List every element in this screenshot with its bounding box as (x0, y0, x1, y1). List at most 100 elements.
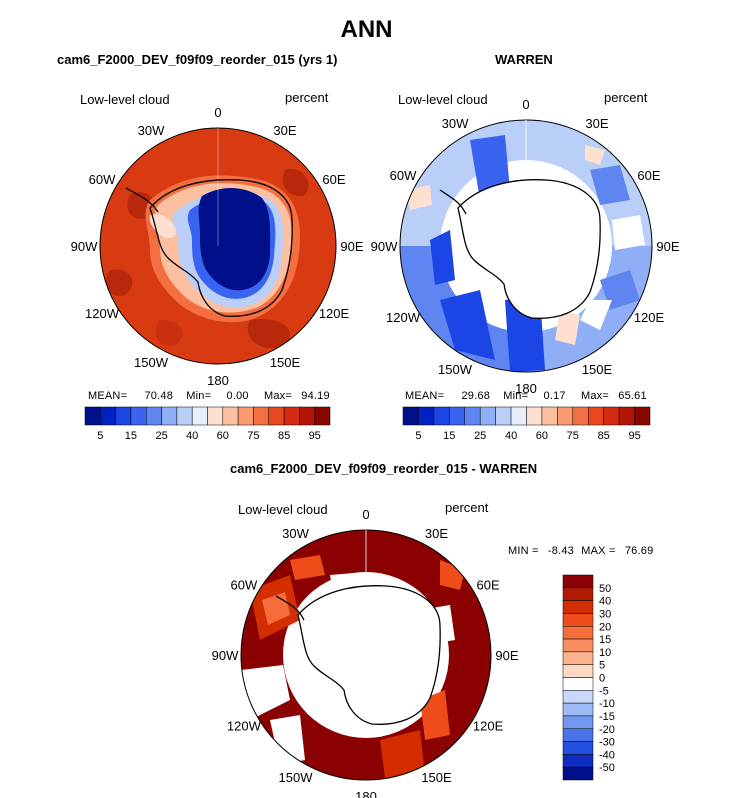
lon-label-top-left: 150E (270, 355, 301, 370)
field-patch (105, 269, 133, 296)
stats-top-left: MEAN= 70.48 Min= 0.00 Max= 94.19 (88, 390, 330, 402)
longitude-labels: 0 30E 60E 90E 120E 150E 180 150W 120W 90W 60W 30W 0 3… (71, 97, 680, 798)
stats-bottom: MIN = -8.43 MAX = 76.69 (508, 545, 653, 557)
colorbar-swatch-top-left (222, 406, 239, 426)
field-patch (612, 215, 645, 250)
colorbar-swatch-top-left (100, 406, 116, 426)
field-patch (555, 310, 580, 345)
lon-label-top-right: 120W (386, 310, 421, 325)
colorbar-swatch-bottom (562, 638, 594, 653)
colorbar-tick-bottom: -10 (599, 698, 615, 710)
coastline (457, 179, 601, 319)
lon-label-top-left: 90E (340, 239, 363, 254)
lon-label-top-right: 60E (637, 168, 660, 183)
colorbar-tick-top-right: 75 (567, 430, 579, 442)
colorbar-tick-top-left: 60 (217, 430, 229, 442)
colorbar-tick-bottom: 0 (599, 673, 605, 685)
lon-label-bottom: 0 (362, 507, 369, 522)
colorbar-swatch-top-left (207, 406, 224, 426)
field-patch (590, 165, 630, 205)
colorbar-swatch-bottom (562, 715, 594, 730)
lon-label-top-right: 30W (442, 116, 469, 131)
lon-label-top-left: 30E (273, 123, 296, 138)
colorbar-tick-top-left: 95 (309, 430, 321, 442)
colorbar-tick-top-left: 85 (278, 430, 290, 442)
colorbar-tick-top-left: 5 (97, 430, 103, 442)
field-patch (585, 145, 605, 165)
max-label: Max= (263, 390, 292, 402)
colorbar-swatch-top-right (541, 406, 558, 426)
colorbars: 5 15 25 40 60 75 85 95 5 15 25 40 60 75 85 955040302015… (84, 406, 651, 781)
coastline (149, 179, 293, 317)
lon-label-top-left: 0 (214, 105, 221, 120)
colorbar-swatch-top-right (557, 406, 574, 426)
lon-label-top-right: 90E (656, 239, 679, 254)
colorbar-swatch-top-right (433, 406, 450, 426)
field-patch (282, 169, 309, 196)
colorbar-swatch-bottom (562, 613, 594, 627)
colorbar-swatch-bottom (562, 754, 594, 768)
lon-label-bottom: 60E (477, 578, 500, 593)
field-patch (580, 300, 612, 330)
colorbar-swatch-bottom (562, 690, 594, 704)
colorbar-swatch-top-left (84, 406, 101, 426)
colorbar-swatch-top-left (161, 406, 178, 426)
colorbar-tick-bottom: 15 (599, 634, 611, 646)
units-label-top-left: percent (285, 90, 329, 105)
colorbar-tick-top-right: 95 (628, 430, 640, 442)
colorbar-swatch-bottom (562, 651, 594, 665)
colorbar-tick-top-right: 60 (536, 430, 548, 442)
min-label: Min= (503, 390, 529, 402)
max-value: 76.69 (624, 545, 654, 557)
lon-label-bottom: 60W (231, 578, 258, 593)
stats-top-right: MEAN= 29.68 Min= 0.17 Max= 65.61 (405, 390, 647, 402)
lon-label-top-left: 180 (207, 373, 229, 388)
field-patch (526, 120, 652, 246)
colorbar-swatch-top-left (268, 406, 285, 426)
colorbar-tick-top-left: 40 (186, 430, 198, 442)
colorbar-swatch-bottom (562, 702, 594, 717)
coastline (439, 189, 467, 215)
max-label: MAX = (581, 545, 616, 557)
colorbar-tick-top-right: 15 (443, 430, 455, 442)
lon-label-bottom: 90W (212, 648, 239, 663)
field-patch (290, 555, 325, 580)
colorbar-swatch-top-left (191, 406, 208, 426)
colorbar-swatch-top-right (603, 406, 620, 426)
lon-label-top-right: 120E (634, 310, 665, 325)
lon-label-bottom: 150W (279, 770, 314, 785)
colorbar-swatch-top-left (283, 406, 300, 426)
lon-label-top-left: 120E (319, 306, 350, 321)
colorbar-tick-bottom: -15 (599, 711, 615, 723)
mean-value: 70.48 (144, 390, 174, 402)
min-value: -8.43 (547, 545, 574, 557)
field-patch (366, 530, 491, 655)
colorbar-swatch-top-right (418, 406, 435, 426)
colorbar-swatch-bottom (562, 574, 594, 589)
units-label-bottom: percent (445, 500, 489, 515)
colorbar-tick-bottom: -50 (599, 762, 615, 774)
colorbar-swatch-bottom (562, 626, 594, 640)
min-value: 0.17 (543, 390, 566, 402)
colorbar-swatch-bottom (562, 677, 594, 691)
coastline (125, 187, 159, 213)
min-label: MIN = (508, 545, 539, 557)
lon-label-top-left: 60W (89, 172, 116, 187)
field-patch (380, 730, 425, 778)
colorbar-swatch-top-right (510, 406, 527, 426)
variable-label-top-left: Low-level cloud (80, 92, 170, 107)
colorbar-swatch-top-left (130, 406, 147, 426)
colorbar-swatch-top-right (449, 406, 465, 426)
lon-label-top-right: 180 (515, 381, 537, 396)
lon-label-top-right: 150E (582, 362, 613, 377)
max-value: 65.61 (618, 390, 647, 402)
colorbar-tick-bottom: -30 (599, 737, 615, 749)
colorbar-swatch-bottom (562, 728, 594, 742)
panel-title-top-right: WARREN (495, 52, 553, 67)
lon-label-top-left: 30W (138, 123, 165, 138)
colorbar-tick-top-right: 40 (505, 430, 517, 442)
colorbar-swatch-top-right (464, 406, 481, 426)
colorbar-tick-bottom: 20 (599, 621, 611, 633)
field-patch (430, 230, 455, 285)
lon-label-top-right: 150W (438, 362, 473, 377)
